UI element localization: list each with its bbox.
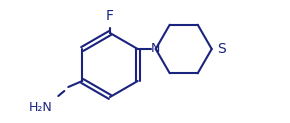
Text: S: S xyxy=(217,42,225,56)
Text: H₂N: H₂N xyxy=(28,101,52,114)
Text: N: N xyxy=(151,43,160,55)
Text: F: F xyxy=(106,9,114,23)
